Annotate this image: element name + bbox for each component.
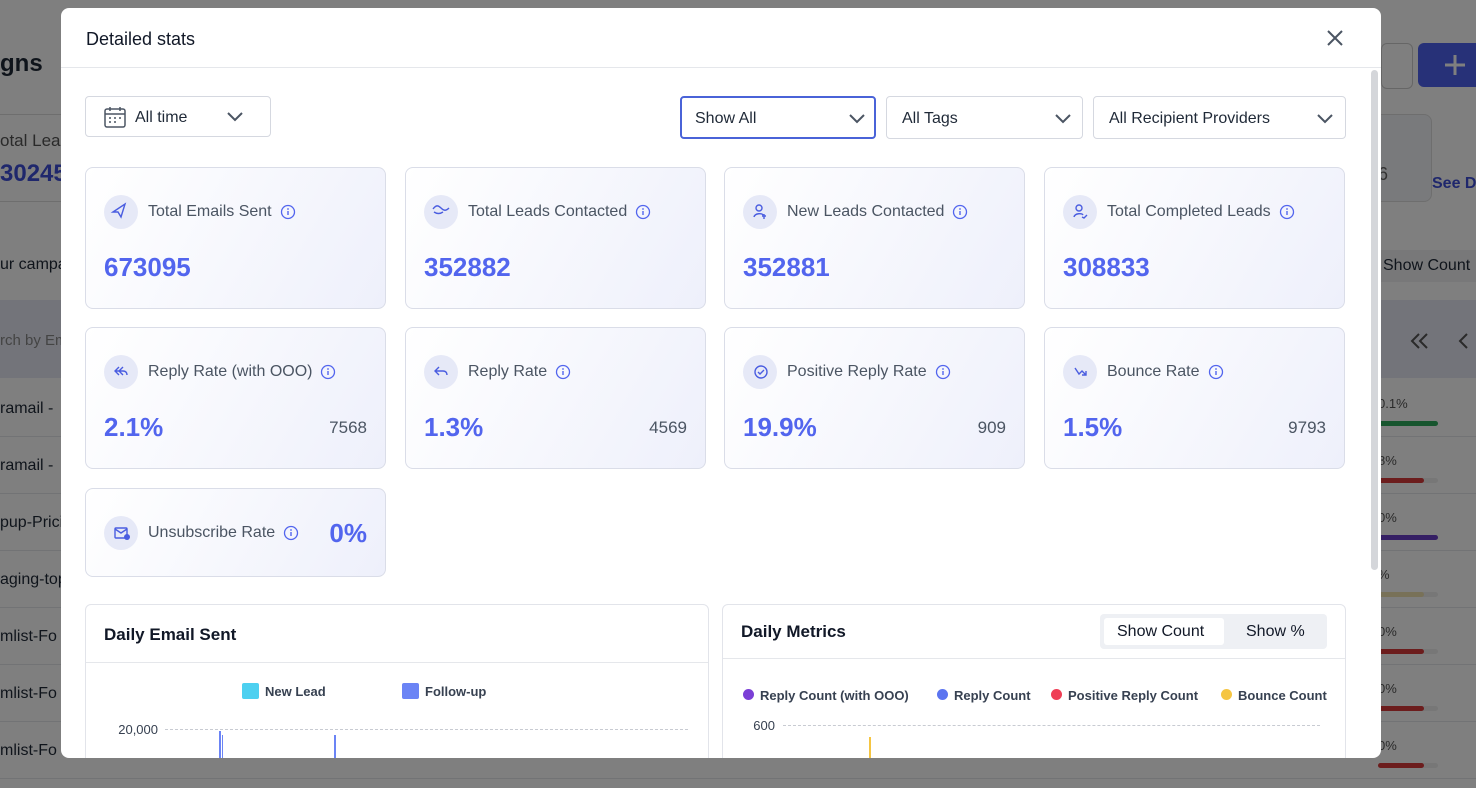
stat-card: Bounce Rate 1.5% 9793 <box>1044 327 1345 469</box>
card-icon <box>424 355 458 389</box>
legend-swatch <box>242 683 259 699</box>
info-icon[interactable] <box>280 204 296 220</box>
card-count: 4569 <box>649 418 687 437</box>
scrollbar[interactable] <box>1371 70 1378 570</box>
chevron <box>1055 114 1071 124</box>
line-fragment <box>869 737 871 758</box>
bar-fragment <box>222 735 223 758</box>
panel-title: Daily Metrics <box>741 622 846 641</box>
info-icon[interactable] <box>555 364 571 380</box>
chevron <box>849 114 865 124</box>
card-icon <box>424 195 458 229</box>
info-icon[interactable] <box>1208 364 1224 380</box>
card-label: New Leads Contacted <box>787 203 945 220</box>
toggle-group: Show Count Show % <box>1100 614 1327 649</box>
divider <box>61 67 1381 68</box>
y-tick-label: 600 <box>753 718 775 733</box>
card-icon <box>104 516 138 550</box>
grid-line <box>783 725 1320 726</box>
chevron <box>1317 114 1333 124</box>
legend-swatch <box>402 683 419 699</box>
stat-card: Total Leads Contacted 352882 <box>405 167 706 309</box>
info-icon[interactable] <box>952 204 968 220</box>
legend-item[interactable]: Reply Count <box>954 688 1031 703</box>
divider <box>86 662 708 663</box>
tags-filter-text: All Tags <box>902 110 958 127</box>
info-icon[interactable] <box>635 204 651 220</box>
card-icon <box>104 355 138 389</box>
toggle-option[interactable]: Show Count <box>1117 623 1205 640</box>
card-count: 9793 <box>1288 418 1326 437</box>
legend-item[interactable]: Reply Count (with OOO) <box>760 688 909 703</box>
stat-card: Total Emails Sent 673095 <box>85 167 386 309</box>
legend-item[interactable]: Bounce Count <box>1238 688 1327 703</box>
card-value: 1.3% <box>424 412 484 442</box>
providers-filter-text: All Recipient Providers <box>1109 110 1270 127</box>
panel-title: Daily Email Sent <box>104 625 237 644</box>
card-label: Bounce Rate <box>1107 363 1200 380</box>
calendar-icon <box>104 107 126 128</box>
info-icon[interactable] <box>935 364 951 380</box>
modal: Detailed stats All time Show All All Tag… <box>61 8 1381 758</box>
providers-filter[interactable]: All Recipient Providers <box>1093 96 1346 139</box>
card-icon <box>1063 195 1097 229</box>
card-value: 19.9% <box>743 412 817 442</box>
card-count: 909 <box>977 418 1006 437</box>
bar-fragment <box>334 735 336 758</box>
daily-metrics-panel: Daily Metrics Show Count Show % 600 Repl… <box>722 604 1346 758</box>
stat-card: Unsubscribe Rate 0% <box>85 488 386 577</box>
card-value: 0% <box>329 518 367 548</box>
card-label: Reply Rate <box>468 363 548 380</box>
toggle-option[interactable]: Show % <box>1246 623 1305 640</box>
date-filter[interactable]: All time <box>85 96 271 137</box>
y-tick-label: 20,000 <box>118 722 158 737</box>
legend-item[interactable]: Follow-up <box>425 684 487 699</box>
legend-dot <box>1051 689 1062 700</box>
info-icon[interactable] <box>283 525 299 541</box>
daily-email-sent-panel: Daily Email Sent New Lead Follow-up 20,0… <box>85 604 709 758</box>
card-label: Unsubscribe Rate <box>148 524 276 541</box>
card-icon <box>743 355 777 389</box>
view-filter[interactable]: Show All <box>680 96 876 139</box>
view-filter-text: Show All <box>695 110 757 127</box>
stat-card: Total Completed Leads 308833 <box>1044 167 1345 309</box>
legend-dot <box>937 689 948 700</box>
close-button[interactable] <box>1325 28 1345 48</box>
date-filter-text: All time <box>135 109 188 126</box>
legend-item[interactable]: Positive Reply Count <box>1068 688 1199 703</box>
tags-filter[interactable]: All Tags <box>886 96 1083 139</box>
card-value: 352882 <box>424 252 511 282</box>
card-value: 2.1% <box>104 412 164 442</box>
card-label: Positive Reply Rate <box>787 363 927 380</box>
modal-title: Detailed stats <box>86 29 196 49</box>
legend-item[interactable]: New Lead <box>265 684 326 699</box>
card-label: Reply Rate (with OOO) <box>148 363 313 380</box>
toggle-active <box>1104 618 1224 645</box>
card-value: 308833 <box>1063 252 1150 282</box>
card-count: 7568 <box>329 418 367 437</box>
info-icon[interactable] <box>320 364 336 380</box>
card-value: 673095 <box>104 252 191 282</box>
card-icon <box>1063 355 1097 389</box>
card-icon <box>743 195 777 229</box>
stat-card: Reply Rate (with OOO) 2.1% 7568 <box>85 327 386 469</box>
card-icon <box>104 195 138 229</box>
divider <box>723 658 1345 659</box>
card-value: 1.5% <box>1063 412 1123 442</box>
info-icon[interactable] <box>1279 204 1295 220</box>
card-label: Total Emails Sent <box>148 203 272 220</box>
stat-card: New Leads Contacted 352881 <box>724 167 1025 309</box>
chevron <box>227 112 243 122</box>
legend-dot <box>1221 689 1232 700</box>
card-label: Total Completed Leads <box>1107 203 1271 220</box>
legend-dot <box>743 689 754 700</box>
card-value: 352881 <box>743 252 830 282</box>
bar-fragment <box>219 731 221 758</box>
grid-line <box>165 729 688 730</box>
stat-card: Positive Reply Rate 19.9% 909 <box>724 327 1025 469</box>
stat-card: Reply Rate 1.3% 4569 <box>405 327 706 469</box>
card-label: Total Leads Contacted <box>468 203 628 220</box>
